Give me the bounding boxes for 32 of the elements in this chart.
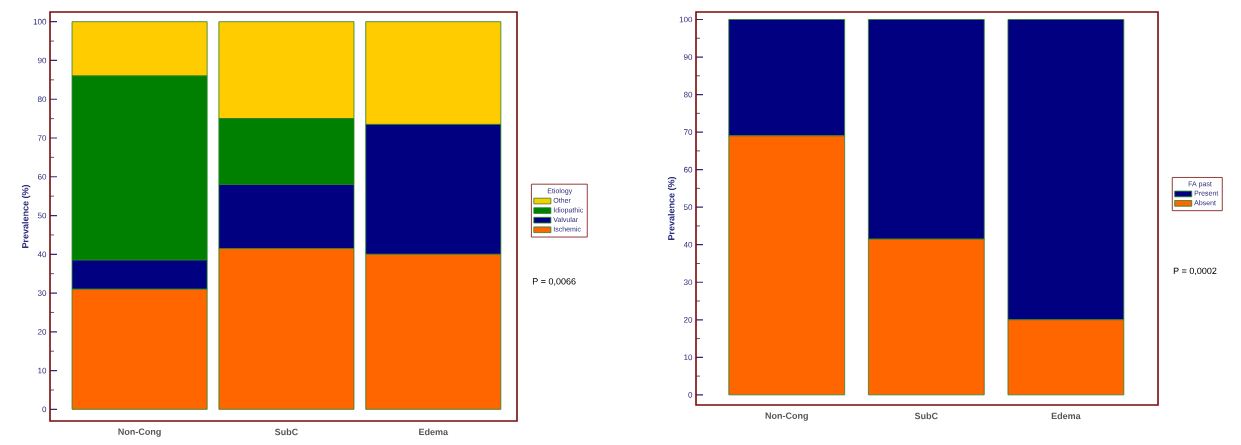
y-tick-label: 50	[37, 212, 47, 219]
y-tick-label: 70	[37, 135, 47, 141]
y-tick-label: 30	[37, 290, 47, 296]
y-tick-label: 80	[683, 91, 693, 98]
y-tick-label: 40	[37, 251, 47, 258]
y-tick-label: 20	[683, 316, 693, 323]
y-tick-label: 0	[42, 406, 47, 413]
y-tick-label: 30	[683, 279, 693, 286]
y-tick-label: 100	[33, 18, 47, 25]
x-tick-label: SubC	[274, 428, 298, 436]
y-axis-title: Prevalence (%)	[667, 176, 677, 240]
x-tick-label: Non-Cong	[765, 412, 808, 421]
x-tick-label: Edema	[419, 428, 449, 436]
y-tick-label: 100	[679, 16, 693, 23]
y-tick-label: 0	[688, 392, 693, 398]
y-tick-label: 50	[683, 204, 693, 211]
y-tick-label: 20	[37, 329, 47, 335]
y-tick-label: 10	[38, 367, 47, 374]
text: P = 0,0002	[1173, 267, 1217, 276]
x-tick-label: Non-Cong	[118, 428, 161, 437]
text: P = 0,0066	[532, 278, 576, 286]
y-axis-title: Prevalence (%)	[21, 184, 31, 248]
y-tick-label: 40	[683, 241, 693, 248]
x-tick-label: SubC	[914, 412, 938, 420]
y-tick-label: 60	[683, 166, 693, 173]
x-tick-label: Edema	[1051, 412, 1081, 420]
y-tick-label: 90	[37, 57, 47, 64]
y-tick-label: 60	[37, 173, 47, 180]
y-tick-label: 80	[37, 96, 47, 103]
y-tick-label: 10	[684, 354, 693, 361]
y-tick-label: 90	[683, 54, 693, 60]
y-tick-label: 70	[683, 129, 693, 135]
